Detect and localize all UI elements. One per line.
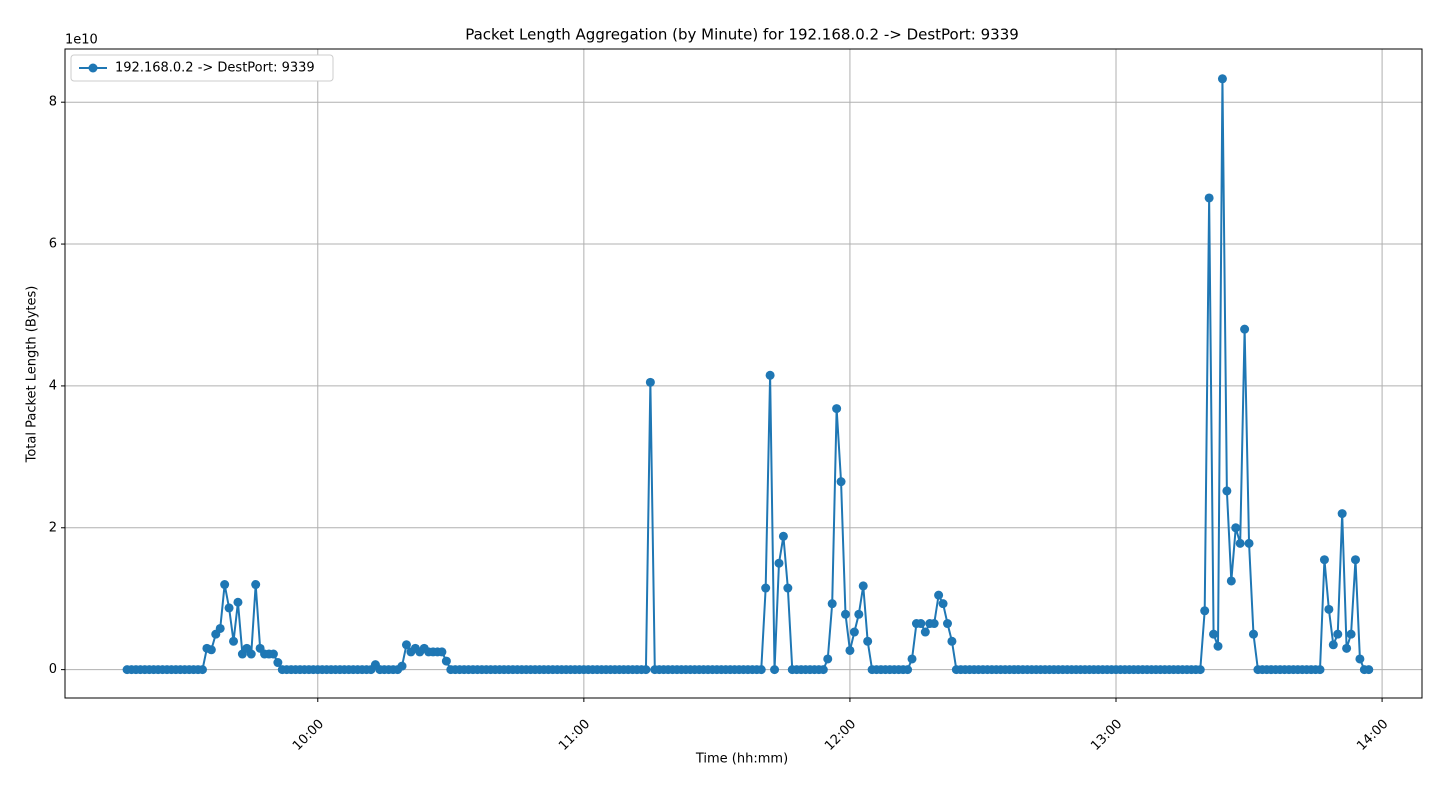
data-point	[1213, 641, 1223, 651]
data-point	[1315, 665, 1325, 675]
y-tick-label: 0	[49, 662, 57, 677]
data-point	[1195, 665, 1205, 675]
x-tick-label: 11:00	[556, 717, 593, 754]
data-point	[215, 623, 225, 633]
data-point	[197, 665, 207, 675]
data-point	[220, 580, 230, 590]
data-point	[1342, 643, 1352, 653]
data-point	[947, 636, 957, 646]
data-point	[778, 531, 788, 541]
data-point	[224, 603, 234, 613]
data-point	[1364, 665, 1374, 675]
data-point	[849, 627, 859, 637]
data-point	[1333, 629, 1343, 639]
data-point	[942, 619, 952, 629]
data-point	[907, 654, 917, 664]
x-tick-label: 12:00	[822, 717, 859, 754]
data-point	[1355, 654, 1365, 664]
data-point	[1200, 606, 1210, 616]
data-point	[934, 590, 944, 600]
plot-frame	[64, 48, 1423, 699]
data-point	[916, 619, 926, 629]
x-tick-label: 10:00	[290, 717, 327, 754]
legend-marker	[88, 63, 98, 73]
data-point	[437, 647, 447, 657]
data-point	[1346, 629, 1356, 639]
data-point	[641, 665, 651, 675]
data-point	[229, 636, 239, 646]
data-point	[756, 665, 766, 675]
data-point	[840, 609, 850, 619]
data-point	[1226, 576, 1236, 586]
legend-box	[70, 54, 334, 82]
data-point	[441, 656, 451, 666]
chart-title: Packet Length Aggregation (by Minute) fo…	[465, 26, 1019, 44]
data-point	[1324, 604, 1334, 614]
data-point	[1204, 193, 1214, 203]
data-point	[1248, 629, 1258, 639]
data-point	[397, 661, 407, 671]
data-point	[774, 558, 784, 568]
data-point	[832, 404, 842, 414]
y-tick-label: 2	[49, 520, 57, 535]
data-point	[765, 370, 775, 380]
data-point	[818, 665, 828, 675]
y-tick-label: 4	[49, 378, 57, 393]
x-tick-label: 14:00	[1354, 717, 1391, 754]
data-point	[836, 477, 846, 487]
data-point	[1209, 629, 1219, 639]
data-point	[1337, 509, 1347, 519]
offset-text: 1e10	[65, 33, 98, 48]
data-point	[233, 597, 243, 607]
data-point	[858, 581, 868, 591]
x-axis-label: Time (hh:mm)	[695, 752, 788, 767]
data-point	[761, 583, 771, 593]
data-point	[1240, 324, 1250, 334]
data-point	[251, 580, 261, 590]
data-point	[268, 649, 278, 659]
data-line	[127, 78, 1369, 671]
data-point	[929, 619, 939, 629]
data-point	[823, 654, 833, 664]
data-point	[273, 658, 283, 668]
data-point	[770, 665, 780, 675]
data-point	[854, 609, 864, 619]
y-tick-label: 8	[49, 95, 57, 110]
data-point	[903, 665, 913, 675]
data-point	[1235, 538, 1245, 548]
legend-label: 192.168.0.2 -> DestPort: 9339	[115, 61, 315, 76]
data-point	[246, 649, 256, 659]
data-point	[827, 599, 837, 609]
data-point	[1319, 555, 1329, 565]
data-point	[645, 377, 655, 387]
data-point	[1328, 640, 1338, 650]
data-point	[206, 645, 216, 655]
data-point	[863, 636, 873, 646]
data-point	[401, 640, 411, 650]
data-point	[1350, 555, 1360, 565]
data-point	[783, 583, 793, 593]
data-point	[1231, 523, 1241, 533]
y-axis-label: Total Packet Length (Bytes)	[25, 286, 40, 464]
data-point	[1244, 538, 1254, 548]
x-tick-label: 13:00	[1088, 717, 1125, 754]
data-point	[938, 599, 948, 609]
data-point	[845, 645, 855, 655]
data-point	[1222, 486, 1232, 496]
y-tick-label: 6	[49, 237, 57, 252]
data-point	[1217, 74, 1227, 84]
data-point	[920, 627, 930, 637]
